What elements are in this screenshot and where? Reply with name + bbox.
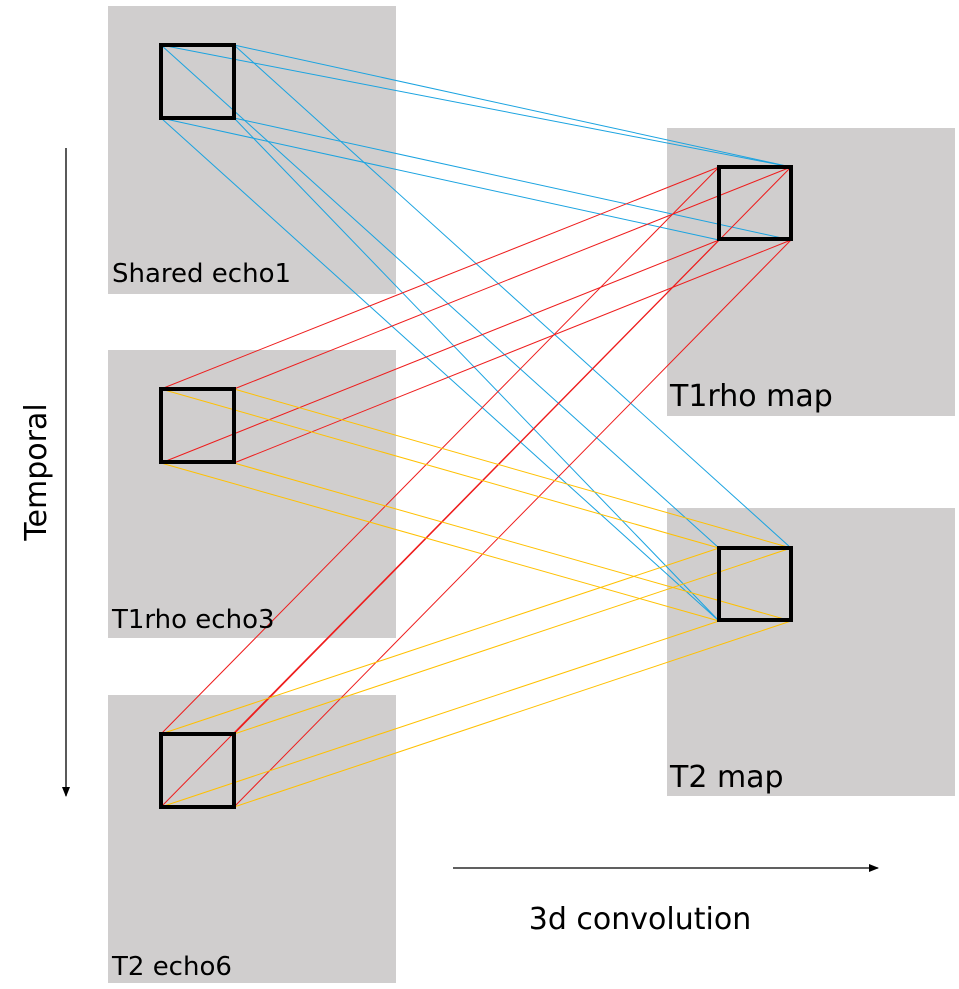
label-t2-echo6: T2 echo6 (111, 952, 232, 982)
kernel-box-t1rho-map (717, 165, 793, 241)
red-connections (160, 166, 792, 808)
label-shared-echo1: Shared echo1 (112, 259, 291, 289)
panel-t1rho-echo3 (108, 350, 396, 638)
label-t2-map: T2 map (669, 760, 784, 795)
conv-label: 3d convolution (529, 902, 751, 937)
label-t1rho-echo3: T1rho echo3 (111, 605, 275, 635)
kernel-box-t2-map (717, 546, 793, 622)
yellow-connections (160, 388, 792, 808)
kernel-box-t2-echo6 (159, 732, 236, 809)
kernel-box-t1rho-echo3 (159, 387, 236, 464)
panel-shared-echo1 (108, 6, 396, 294)
panel-t1rho-map (667, 128, 955, 416)
blue-connections (160, 44, 792, 622)
label-t1rho-map: T1rho map (669, 379, 833, 414)
kernel-box-shared-echo1 (159, 43, 236, 120)
panel-t2-map (667, 508, 955, 796)
panel-t2-echo6 (108, 695, 396, 983)
temporal-label: Temporal (19, 403, 54, 541)
